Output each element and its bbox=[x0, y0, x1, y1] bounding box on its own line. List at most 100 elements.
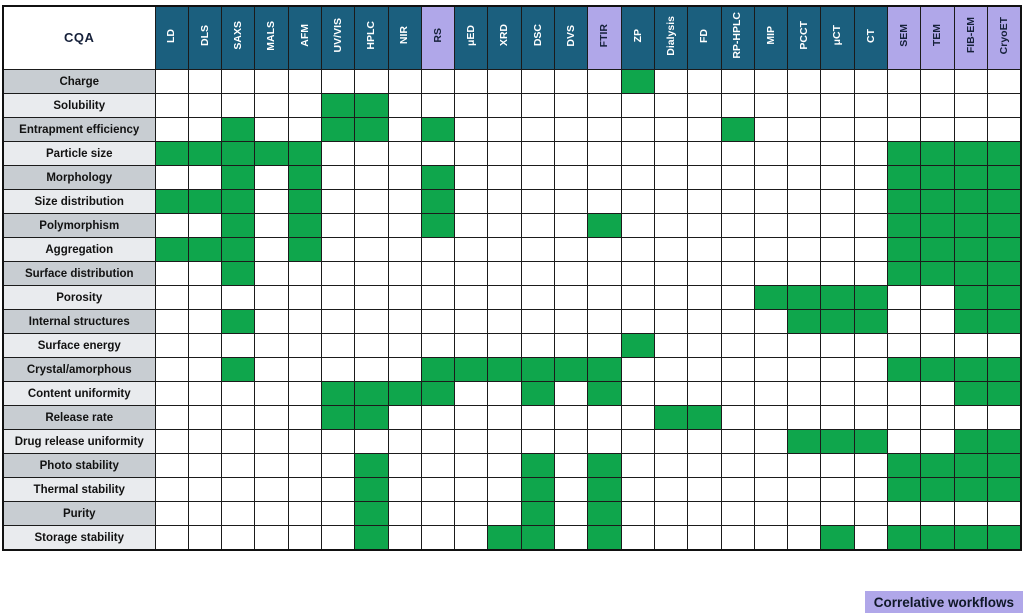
matrix-cell bbox=[287, 525, 322, 551]
matrix-row-porosity: Porosity bbox=[2, 285, 1022, 310]
matrix-row-aggregation: Aggregation bbox=[2, 237, 1022, 262]
row-label-surface-distribution: Surface distribution bbox=[2, 261, 156, 286]
matrix-cell bbox=[487, 261, 522, 286]
matrix-cell bbox=[454, 237, 489, 262]
matrix-cell bbox=[820, 429, 855, 454]
matrix-cell bbox=[853, 525, 889, 551]
matrix-cell bbox=[853, 405, 889, 430]
matrix-cell bbox=[487, 69, 522, 94]
matrix-cell bbox=[720, 405, 755, 430]
matrix-cell bbox=[920, 117, 955, 142]
matrix-cell bbox=[653, 189, 689, 214]
matrix-cell bbox=[387, 525, 422, 551]
matrix-cell bbox=[853, 381, 889, 406]
matrix-cell bbox=[620, 189, 655, 214]
matrix-cell bbox=[487, 405, 522, 430]
matrix-cell bbox=[953, 69, 988, 94]
matrix-cell bbox=[687, 93, 722, 118]
matrix-cell bbox=[154, 237, 189, 262]
matrix-cell bbox=[753, 285, 789, 310]
matrix-row-surface-distribution: Surface distribution bbox=[2, 261, 1022, 286]
row-label-particle-size: Particle size bbox=[2, 141, 156, 166]
matrix-cell bbox=[420, 333, 456, 358]
matrix-cell bbox=[520, 381, 556, 406]
matrix-cell bbox=[554, 525, 589, 551]
column-header-label: HPLC bbox=[365, 21, 378, 50]
matrix-cell bbox=[887, 357, 922, 382]
matrix-cell bbox=[487, 501, 522, 526]
matrix-cell bbox=[287, 117, 322, 142]
matrix-cell bbox=[354, 213, 389, 238]
legend-label: Correlative workflows bbox=[873, 594, 1014, 610]
matrix-cell bbox=[254, 141, 289, 166]
matrix-cell bbox=[221, 309, 256, 334]
matrix-cell bbox=[753, 309, 789, 334]
row-label-porosity: Porosity bbox=[2, 285, 156, 310]
matrix-cell bbox=[520, 189, 556, 214]
matrix-cell bbox=[254, 333, 289, 358]
matrix-cell bbox=[753, 141, 789, 166]
matrix-cell bbox=[620, 381, 655, 406]
matrix-cell bbox=[753, 381, 789, 406]
matrix-cell bbox=[920, 309, 955, 334]
matrix-cell bbox=[520, 213, 556, 238]
matrix-cell bbox=[920, 213, 955, 238]
matrix-cell bbox=[687, 261, 722, 286]
matrix-cell bbox=[221, 477, 256, 502]
matrix-cell bbox=[953, 237, 988, 262]
matrix-cell bbox=[487, 429, 522, 454]
matrix-cell bbox=[787, 69, 822, 94]
matrix-cell bbox=[753, 93, 789, 118]
matrix-cell bbox=[687, 381, 722, 406]
matrix-cell bbox=[254, 453, 289, 478]
matrix-cell bbox=[653, 261, 689, 286]
column-header-label: XRD bbox=[498, 24, 511, 47]
matrix-cell bbox=[520, 525, 556, 551]
matrix-cell bbox=[986, 141, 1022, 166]
matrix-cell bbox=[787, 525, 822, 551]
matrix-cell bbox=[287, 381, 322, 406]
matrix-cell bbox=[387, 237, 422, 262]
matrix-cell bbox=[487, 357, 522, 382]
matrix-cell bbox=[554, 141, 589, 166]
matrix-row-release-rate: Release rate bbox=[2, 405, 1022, 430]
matrix-cell bbox=[554, 189, 589, 214]
matrix-cell bbox=[820, 69, 855, 94]
matrix-cell bbox=[853, 357, 889, 382]
matrix-cell bbox=[387, 453, 422, 478]
matrix-cell bbox=[986, 285, 1022, 310]
matrix-cell bbox=[254, 69, 289, 94]
matrix-cell bbox=[620, 333, 655, 358]
matrix-cell bbox=[454, 261, 489, 286]
matrix-cell bbox=[620, 117, 655, 142]
column-header-afm: AFM bbox=[287, 5, 322, 70]
matrix-cell bbox=[254, 189, 289, 214]
column-header-label: UV/VIS bbox=[331, 18, 344, 53]
matrix-cell bbox=[720, 357, 755, 382]
matrix-cell bbox=[787, 261, 822, 286]
matrix-cell bbox=[254, 501, 289, 526]
matrix-row-drug-release-uniformity: Drug release uniformity bbox=[2, 429, 1022, 454]
matrix-cell bbox=[820, 357, 855, 382]
matrix-cell bbox=[154, 213, 189, 238]
matrix-cell bbox=[787, 117, 822, 142]
row-label-thermal-stability: Thermal stability bbox=[2, 477, 156, 502]
matrix-cell bbox=[653, 165, 689, 190]
matrix-cell bbox=[187, 141, 223, 166]
matrix-cell bbox=[953, 477, 988, 502]
matrix-cell bbox=[154, 117, 189, 142]
column-header-label: CryoET bbox=[997, 16, 1010, 55]
column-header-label: AFM bbox=[298, 24, 311, 47]
matrix-cell bbox=[387, 213, 422, 238]
matrix-cell bbox=[687, 69, 722, 94]
matrix-cell bbox=[287, 141, 322, 166]
matrix-cell bbox=[520, 237, 556, 262]
matrix-cell bbox=[953, 93, 988, 118]
matrix-cell bbox=[920, 381, 955, 406]
matrix-cell bbox=[320, 93, 356, 118]
matrix-cell bbox=[420, 285, 456, 310]
matrix-cell bbox=[753, 165, 789, 190]
column-header-pcct: PCCT bbox=[787, 5, 822, 70]
matrix-cell bbox=[753, 237, 789, 262]
matrix-cell bbox=[986, 501, 1022, 526]
